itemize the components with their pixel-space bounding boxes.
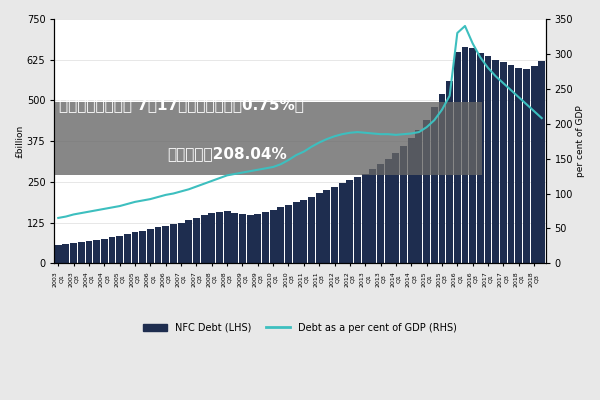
Bar	[262, 212, 269, 263]
Bar	[492, 60, 499, 263]
Bar	[454, 52, 461, 263]
Bar	[239, 214, 246, 263]
Bar	[415, 130, 422, 263]
Bar	[323, 190, 331, 263]
Bar	[208, 213, 215, 263]
Bar	[423, 120, 430, 263]
Bar	[124, 234, 131, 263]
Bar	[408, 138, 415, 263]
Bar	[523, 70, 530, 263]
Bar	[55, 102, 482, 175]
Bar	[162, 226, 169, 263]
Bar	[508, 65, 514, 263]
Bar	[285, 205, 292, 263]
Bar	[200, 215, 208, 263]
Bar	[538, 61, 545, 263]
Bar	[139, 231, 146, 263]
Bar	[316, 193, 323, 263]
Bar	[86, 241, 92, 263]
Bar	[224, 211, 230, 263]
Bar	[216, 212, 223, 263]
Bar	[377, 164, 384, 263]
Bar	[254, 214, 261, 263]
Bar	[293, 202, 299, 263]
Bar	[247, 215, 254, 263]
Bar	[185, 220, 192, 263]
Bar	[62, 244, 70, 263]
Bar	[277, 207, 284, 263]
Bar	[446, 81, 453, 263]
Bar	[55, 245, 62, 263]
Legend: NFC Debt (LHS), Debt as a per cent of GDP (RHS): NFC Debt (LHS), Debt as a per cent of GD…	[139, 319, 461, 337]
Bar	[469, 48, 476, 263]
Bar	[155, 228, 161, 263]
Text: 全国股票配资公司 7月17日宏图转债下跌0.75%，: 全国股票配资公司 7月17日宏图转债下跌0.75%，	[59, 97, 304, 112]
Bar	[70, 243, 77, 263]
Bar	[362, 174, 368, 263]
Bar	[178, 222, 185, 263]
Bar	[232, 213, 238, 263]
Bar	[485, 56, 491, 263]
Bar	[500, 62, 507, 263]
Bar	[530, 66, 538, 263]
Bar	[477, 53, 484, 263]
Bar	[308, 196, 315, 263]
Bar	[170, 224, 177, 263]
Bar	[147, 229, 154, 263]
Bar	[515, 68, 522, 263]
Bar	[439, 94, 445, 263]
Bar	[131, 232, 139, 263]
Bar	[109, 237, 115, 263]
Bar	[301, 200, 307, 263]
Bar	[354, 177, 361, 263]
Bar	[193, 218, 200, 263]
Bar	[101, 238, 108, 263]
Bar	[269, 210, 277, 263]
Bar	[331, 187, 338, 263]
Y-axis label: £billion: £billion	[15, 124, 24, 158]
Bar	[392, 152, 400, 263]
Bar	[116, 236, 123, 263]
Text: 转股溢价率208.04%: 转股溢价率208.04%	[167, 146, 287, 161]
Bar	[370, 169, 376, 263]
Bar	[400, 146, 407, 263]
Bar	[78, 242, 85, 263]
Bar	[431, 107, 438, 263]
Bar	[93, 240, 100, 263]
Bar	[339, 184, 346, 263]
Bar	[385, 159, 392, 263]
Bar	[346, 180, 353, 263]
Y-axis label: per cent of GDP: per cent of GDP	[576, 105, 585, 177]
Bar	[461, 47, 469, 263]
